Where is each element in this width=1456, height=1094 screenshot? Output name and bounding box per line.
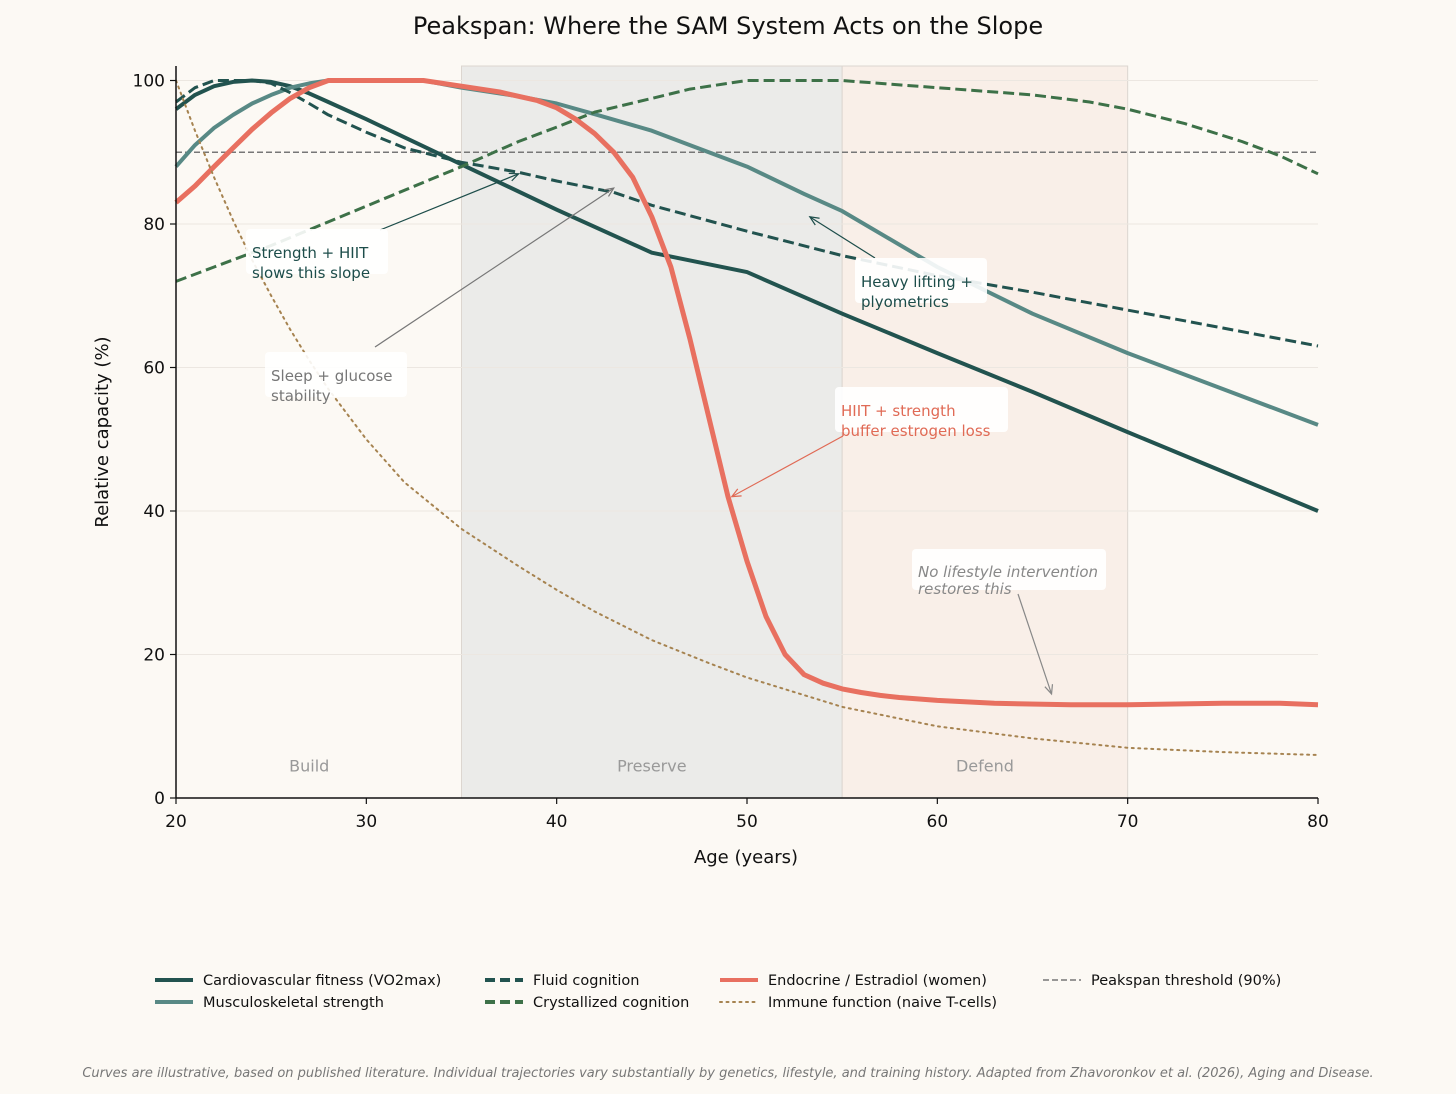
annotation-text: plyometrics xyxy=(861,293,949,311)
annotation-box xyxy=(912,549,1106,590)
annotation-text: No lifestyle intervention xyxy=(918,563,1098,581)
annotation-box xyxy=(855,258,987,303)
series-crystallized-cognition xyxy=(175,79,1319,283)
y-tick-label: 100 xyxy=(133,72,165,92)
annotation-arrowhead xyxy=(1044,684,1054,696)
annotation-arrow xyxy=(374,187,615,348)
legend-item-immune-function-naive-t-cells: Immune function (naive T-cells) xyxy=(719,995,997,1011)
legend-item-musculoskeletal-strength: Musculoskeletal strength xyxy=(155,995,384,1011)
annotation-arrowhead xyxy=(508,172,520,182)
legend-item-peakspan-threshold-90: Peakspan threshold (90%) xyxy=(1043,973,1281,989)
x-tick-label: 50 xyxy=(736,812,758,832)
region-label-defend: Defend xyxy=(956,757,1014,776)
y-tick-label: 20 xyxy=(143,646,165,666)
y-tick-label: 80 xyxy=(143,215,165,235)
footnote: Curves are illustrative, based on publis… xyxy=(82,1066,1373,1081)
annotation-3: Heavy lifting + plyometrics xyxy=(808,216,987,311)
y-tick-label: 60 xyxy=(143,359,165,379)
x-tick-label: 40 xyxy=(546,812,568,832)
annotation-arrow xyxy=(731,435,844,498)
annotation-2: Sleep + glucose stability xyxy=(265,187,615,405)
annotation-text: slows this slope xyxy=(252,264,370,282)
chart-title: Peakspan: Where the SAM System Acts on t… xyxy=(413,12,1043,40)
legend: Cardiovascular fitness (VO2max) Musculosk… xyxy=(155,973,1281,1011)
annotation-box xyxy=(246,229,388,274)
x-axis-label: Age (years) xyxy=(694,847,798,868)
x-tick-label: 60 xyxy=(927,812,949,832)
region-labels: Build Preserve Defend xyxy=(289,757,1014,776)
annotation-arrow xyxy=(379,173,519,231)
legend-label: Cardiovascular fitness (VO2max) xyxy=(203,973,441,989)
annotation-arrowhead xyxy=(808,216,820,226)
x-tick-label: 80 xyxy=(1307,812,1329,832)
region-preserve xyxy=(461,65,843,799)
x-tick-label: 20 xyxy=(165,812,187,832)
series-endocrine-estradiol-women xyxy=(174,78,1319,708)
y-axis-label: Relative capacity (%) xyxy=(92,336,113,527)
annotation-text: Strength + HIIT xyxy=(252,244,369,262)
legend-item-fluid-cognition: Fluid cognition xyxy=(485,973,639,989)
legend-item-endocrine-estradiol-women: Endocrine / Estradiol (women) xyxy=(720,973,987,989)
annotation-text: stability xyxy=(271,387,331,405)
legend-label: Fluid cognition xyxy=(533,973,639,989)
annotation-box xyxy=(265,352,407,397)
annotation-4: HIIT + strength buffer estrogen loss xyxy=(730,387,1008,498)
annotation-text: restores this xyxy=(918,580,1012,598)
legend-label: Crystallized cognition xyxy=(533,995,689,1011)
region-label-preserve: Preserve xyxy=(617,757,687,776)
x-tick-label: 30 xyxy=(356,812,378,832)
annotation-text: HIIT + strength xyxy=(841,402,956,420)
x-tick-label: 70 xyxy=(1117,812,1139,832)
series-fluid-cognition xyxy=(175,79,1319,348)
legend-item-crystallized-cognition: Crystallized cognition xyxy=(485,995,689,1011)
legend-item-cardiovascular-fitness-vo2max: Cardiovascular fitness (VO2max) xyxy=(155,973,441,989)
annotation-text: buffer estrogen loss xyxy=(841,422,991,440)
y-tick-label: 40 xyxy=(143,502,165,522)
annotation-arrowhead xyxy=(730,488,742,498)
annotation-box xyxy=(835,387,1008,432)
annotation-text: Heavy lifting + xyxy=(861,273,973,291)
legend-label: Endocrine / Estradiol (women) xyxy=(768,973,987,989)
annotation-arrowhead xyxy=(603,187,615,197)
region-build xyxy=(176,66,462,798)
legend-label: Musculoskeletal strength xyxy=(203,995,384,1011)
legend-label: Peakspan threshold (90%) xyxy=(1091,973,1281,989)
life-stage-regions xyxy=(176,65,1129,799)
annotation-text: Sleep + glucose xyxy=(271,367,392,385)
annotation-arrow xyxy=(809,216,876,259)
legend-label: Immune function (naive T-cells) xyxy=(768,995,997,1011)
y-tick-label: 0 xyxy=(154,789,165,809)
annotation-arrow xyxy=(1017,593,1053,695)
annotation-1: Strength + HIIT slows this slope xyxy=(246,172,520,282)
region-label-build: Build xyxy=(289,757,329,776)
